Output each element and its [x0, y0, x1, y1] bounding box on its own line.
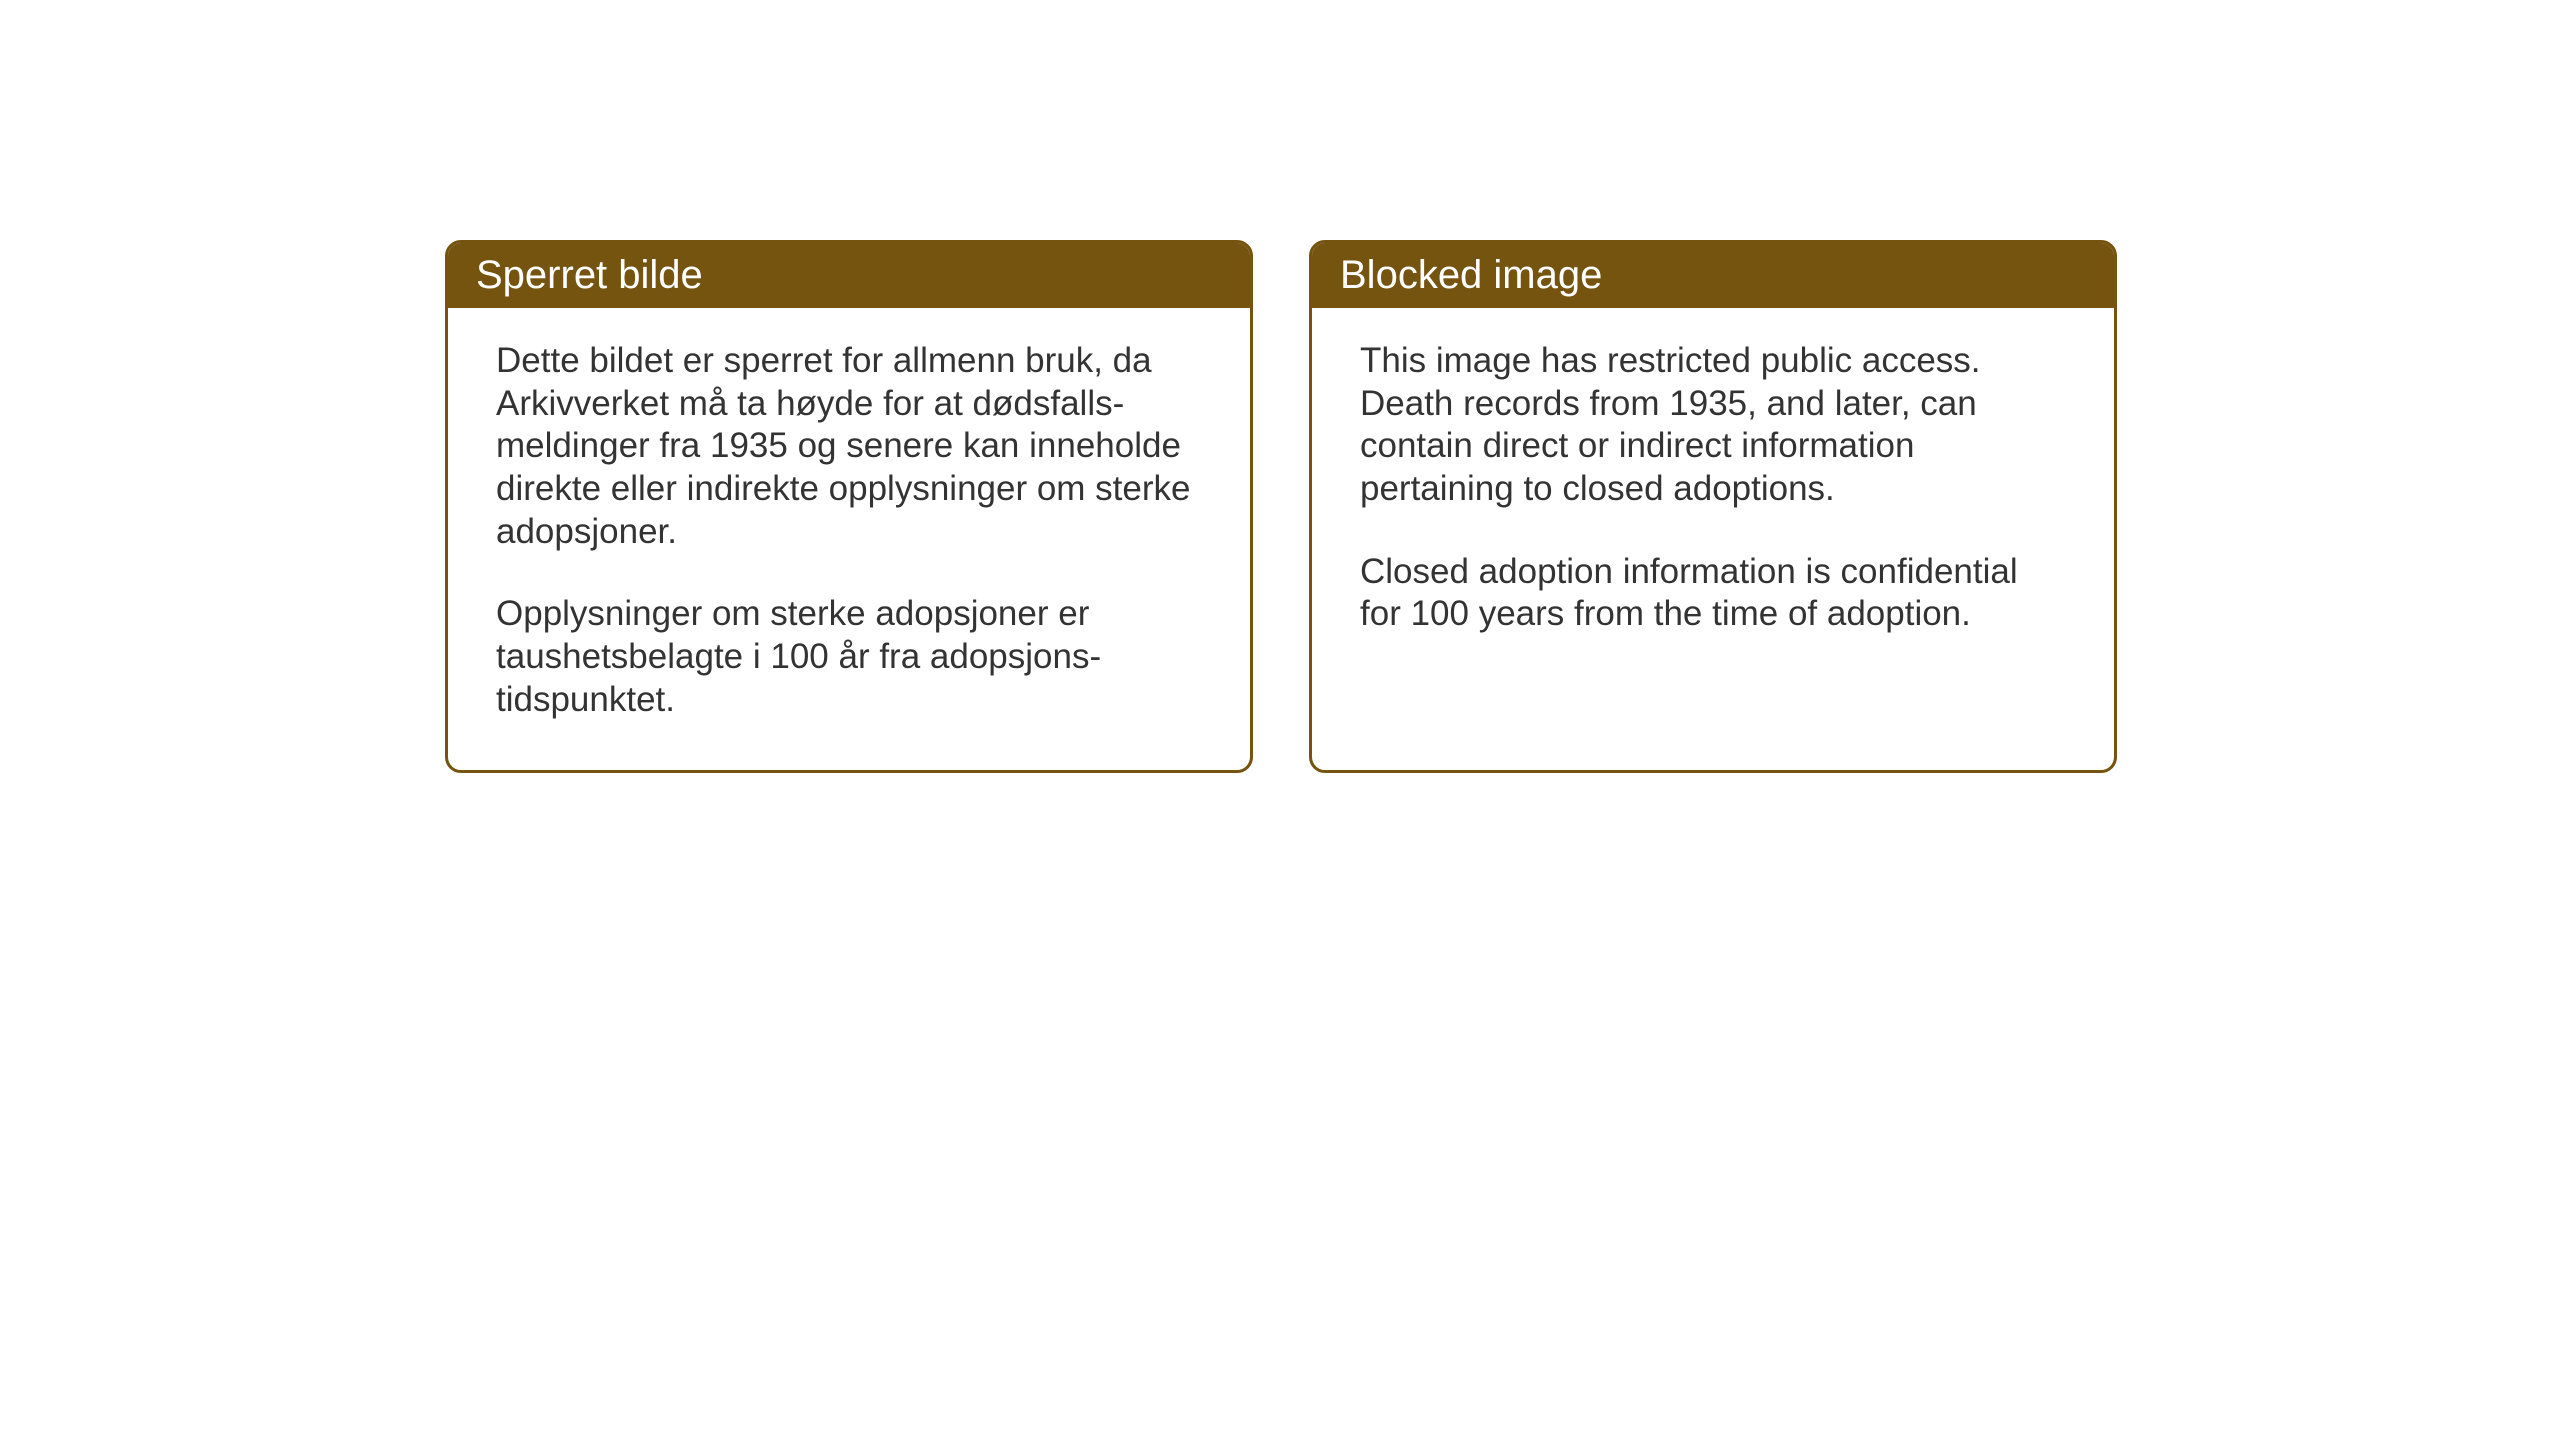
- norwegian-card-body: Dette bildet er sperret for allmenn bruk…: [448, 308, 1250, 770]
- norwegian-paragraph-2: Opplysninger om sterke adopsjoner er tau…: [496, 593, 1202, 721]
- notice-container: Sperret bilde Dette bildet er sperret fo…: [445, 240, 2117, 773]
- norwegian-notice-card: Sperret bilde Dette bildet er sperret fo…: [445, 240, 1253, 773]
- norwegian-card-title: Sperret bilde: [448, 243, 1250, 308]
- english-paragraph-2: Closed adoption information is confident…: [1360, 551, 2066, 636]
- english-notice-card: Blocked image This image has restricted …: [1309, 240, 2117, 773]
- english-card-title: Blocked image: [1312, 243, 2114, 308]
- english-card-body: This image has restricted public access.…: [1312, 308, 2114, 684]
- norwegian-paragraph-1: Dette bildet er sperret for allmenn bruk…: [496, 340, 1202, 553]
- english-paragraph-1: This image has restricted public access.…: [1360, 340, 2066, 511]
